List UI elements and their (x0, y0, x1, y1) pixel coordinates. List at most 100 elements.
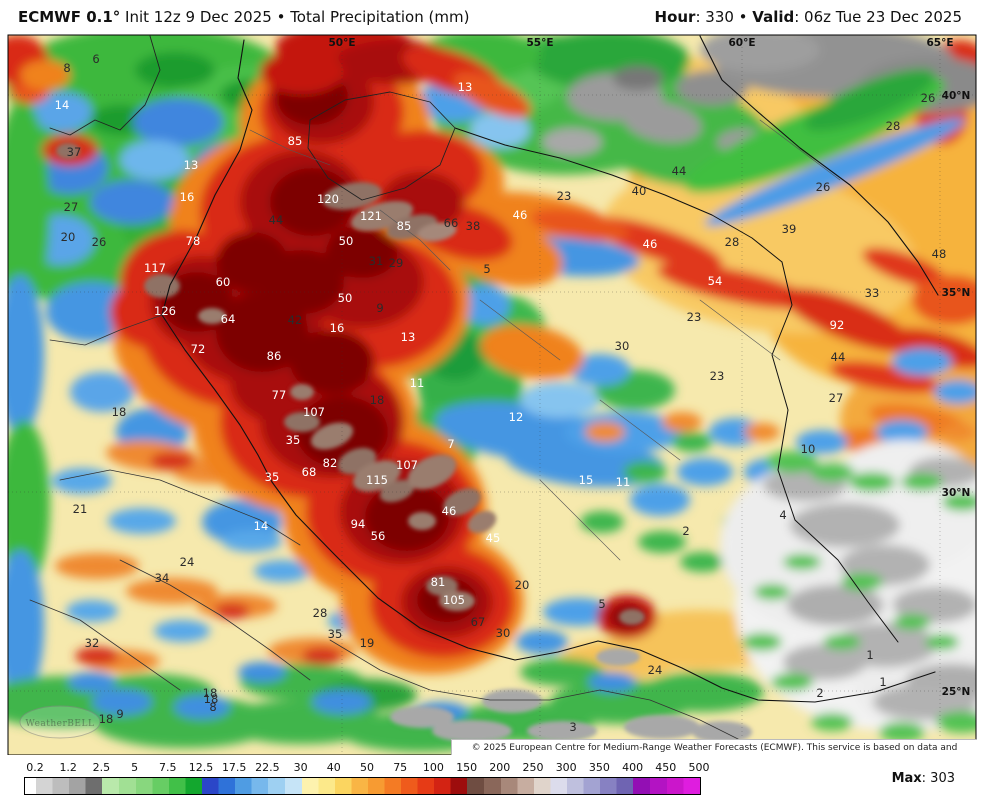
precip-field-blob (879, 722, 925, 742)
precip-field-blob (8, 550, 44, 700)
precip-value-label: 37 (67, 145, 82, 159)
precip-field-blob (55, 553, 139, 579)
precip-value-label: 15 (579, 473, 594, 487)
precip-field-blob (692, 721, 752, 743)
precip-field-blob (443, 488, 481, 516)
colorbar-segment (666, 778, 700, 794)
precip-value-label: 13 (458, 80, 473, 94)
precip-field-blob (75, 647, 119, 665)
precip-field-blob (585, 422, 625, 442)
watermark-ellipse (19, 705, 101, 739)
copyright-text: © 2025 European Centre for Medium-Range … (451, 739, 977, 769)
colorbar-segment (301, 778, 335, 794)
precip-field-blob (680, 552, 724, 572)
colorbar-tick: 200 (489, 761, 511, 774)
precip-value-label: 8 (63, 61, 70, 75)
colorbar-segment (102, 778, 136, 794)
precip-field-blob (214, 603, 250, 619)
precip-value-label: 18 (203, 686, 218, 700)
precip-value-label: 20 (515, 578, 530, 592)
precip-field-blob (742, 633, 782, 651)
colorbar-segment (467, 778, 501, 794)
max-number: : 303 (921, 771, 955, 786)
precip-value-label: 68 (302, 465, 317, 479)
precip-value-label: 34 (155, 571, 170, 585)
lat-label: 35°N (942, 287, 971, 299)
precip-value-label: 115 (366, 473, 388, 487)
watermark-text: WeatherBELL (26, 719, 95, 729)
precip-value-label: 28 (886, 119, 901, 133)
colorbar-segment (500, 778, 534, 794)
precip-value-label: 77 (272, 388, 287, 402)
precip-field-blob (460, 285, 510, 325)
precip-field-blob (417, 222, 457, 242)
precip-value-label: 24 (648, 663, 663, 677)
precip-field-blob (662, 412, 702, 432)
precip-value-label: 5 (483, 262, 490, 276)
precip-field-blob (656, 263, 814, 309)
precip-field-blob (542, 128, 602, 156)
precip-value-label: 66 (444, 216, 459, 230)
precip-field-blob (790, 503, 900, 547)
colorbar-segment (268, 778, 302, 794)
precip-field-blob (310, 422, 354, 450)
colorbar-segment (633, 778, 667, 794)
precip-value-label: 19 (360, 636, 375, 650)
precip-value-label: 18 (112, 405, 127, 419)
precip-field-blob (453, 72, 531, 118)
precip-value-label: 107 (396, 458, 418, 472)
precip-field-blob (580, 511, 624, 533)
colorbar-tick-labels: 0.2 1.2 2.5 5 7.5 12.5 17.5 22.5 30 40 50 75 100 150 2… (0, 761, 984, 775)
precip-field-blob (862, 247, 948, 289)
precip-value-label: 120 (317, 192, 339, 206)
colorbar-segment (401, 778, 435, 794)
colorbar-tick: 400 (622, 761, 644, 774)
precip-field-blob (284, 412, 320, 432)
precip-field-blob (467, 510, 497, 534)
colorbar-segment (600, 778, 634, 794)
precip-field-blob (624, 715, 700, 739)
precip-field-blob (876, 420, 928, 444)
init-and-variable: Init 12z 9 Dec 2025 • Total Precipitatio… (120, 8, 470, 26)
precip-value-label: 26 (92, 235, 107, 249)
precip-field-blob (407, 454, 457, 490)
precip-value-label: 85 (397, 219, 412, 233)
colorbar-tick: 250 (522, 761, 544, 774)
colorbar-segment (367, 778, 402, 794)
precip-value-label: 2 (816, 686, 823, 700)
valid-time: Hour: 330 • Valid: 06z Tue 23 Dec 2025 (655, 8, 962, 26)
precip-value-label: 21 (73, 502, 88, 516)
colorbar-segment (334, 778, 368, 794)
precip-field-blob (56, 143, 80, 159)
precip-field-blob (936, 711, 976, 733)
precip-value-label: 46 (643, 237, 658, 251)
precip-field-blob (527, 721, 597, 741)
precip-value-label: 35 (286, 433, 301, 447)
colorbar-tick: 2.5 (92, 761, 111, 774)
precip-field-blob (622, 101, 702, 143)
precip-value-label: 126 (154, 304, 176, 318)
precip-value-label: 28 (313, 606, 328, 620)
precip-field-blob (120, 140, 190, 180)
precip-value-label: 18 (99, 712, 114, 726)
colorbar-tick: 300 (555, 761, 577, 774)
valid-value: : 06z Tue 23 Dec 2025 (794, 8, 962, 26)
precip-field-blob (154, 620, 210, 642)
precip-value-label: 67 (471, 615, 486, 629)
colorbar-tick: 17.5 (221, 761, 247, 774)
precip-field-blob (426, 576, 458, 596)
precip-field-blob (530, 208, 630, 242)
precip-field-blob (783, 644, 867, 680)
precip-field-blob (408, 512, 436, 530)
precip-field-blob (889, 327, 976, 369)
colorbar-tick: 50 (360, 761, 374, 774)
precip-value-label: 35 (265, 470, 280, 484)
precip-value-label: 48 (932, 247, 947, 261)
precip-field-blob (771, 673, 813, 691)
colorbar-segment (201, 778, 236, 794)
precip-value-label: 45 (486, 531, 501, 545)
valid-label: Valid (752, 8, 795, 26)
precip-value-label: 23 (710, 369, 725, 383)
lon-label: 55°E (526, 37, 553, 49)
